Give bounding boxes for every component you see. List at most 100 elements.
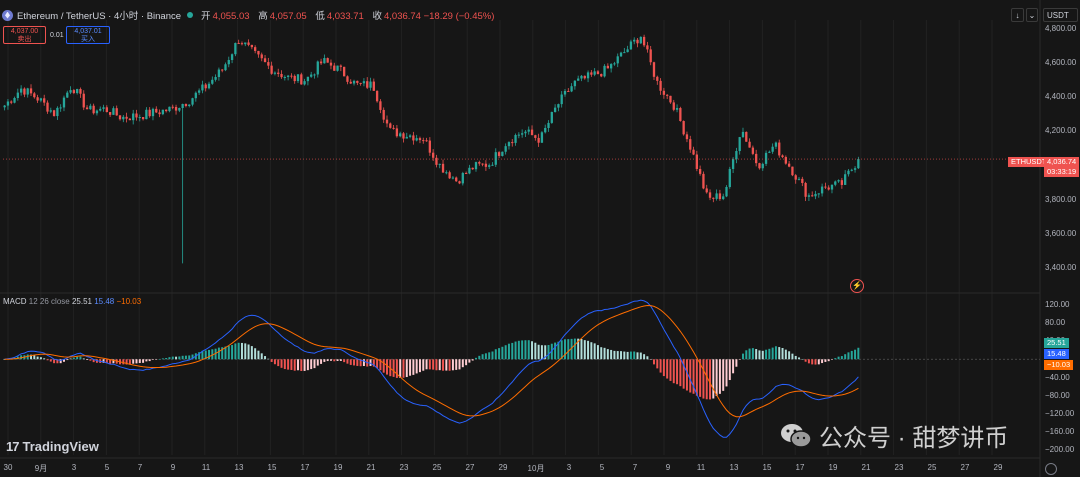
- candle-body: [188, 104, 191, 107]
- candle-body: [329, 62, 333, 66]
- candle-body: [240, 43, 244, 45]
- chevron-down-icon[interactable]: ⌄: [1026, 8, 1038, 22]
- candle-body: [850, 169, 853, 171]
- candle-body: [346, 76, 349, 82]
- candle-body: [194, 92, 197, 99]
- candle-body: [669, 95, 672, 103]
- candle-body: [375, 90, 379, 102]
- candle-body: [801, 178, 804, 183]
- candle-body: [52, 110, 56, 117]
- candle-body: [784, 157, 787, 164]
- macd-histogram-bar: [633, 351, 636, 360]
- candle-body: [606, 65, 609, 69]
- macd-histogram-bar: [346, 359, 349, 364]
- wechat-account-text: 公众号 · 甜梦讲币: [819, 425, 1009, 452]
- macd-histogram-bar: [184, 355, 187, 360]
- macd-histogram-bar: [735, 359, 738, 367]
- macd-histogram-bar: [567, 339, 570, 360]
- macd-histogram-bar: [699, 359, 702, 397]
- macd-histogram-bar: [376, 359, 379, 369]
- candle-body: [583, 75, 586, 79]
- macd-histogram-bar: [211, 349, 214, 360]
- macd-axis-label: 120.00: [1045, 299, 1070, 309]
- candle-body: [13, 98, 16, 103]
- candle-body: [666, 94, 669, 96]
- candle-body: [79, 88, 82, 94]
- sell-button[interactable]: 4,037.00 卖出: [3, 26, 46, 44]
- macd-histogram-bar: [39, 357, 42, 360]
- candle-body: [128, 118, 132, 121]
- macd-histogram-bar: [128, 359, 131, 365]
- macd-histogram-bar: [369, 359, 372, 366]
- candle-body: [639, 36, 642, 44]
- candle-body: [435, 157, 438, 165]
- macd-histogram-bar: [705, 359, 708, 400]
- time-axis-label: 21: [366, 463, 376, 472]
- market-status-icon[interactable]: [187, 12, 194, 18]
- macd-histogram-bar: [234, 343, 237, 360]
- symbol-title[interactable]: Ethereum / TetherUS · 4小时 · Binance: [17, 11, 182, 22]
- candle-body: [557, 104, 560, 108]
- candle-body: [494, 152, 497, 165]
- candle-body: [586, 72, 590, 79]
- candle-body: [507, 142, 511, 147]
- macd-histogram-bar: [409, 359, 412, 376]
- macd-histogram-bar: [830, 359, 833, 360]
- candle-body: [761, 163, 764, 169]
- candle-body: [570, 86, 573, 92]
- macd-histogram-bar: [768, 348, 771, 360]
- candle-body: [6, 101, 10, 106]
- macd-histogram-bar: [728, 359, 731, 381]
- macd-histogram-bar: [761, 350, 764, 360]
- macd-line: [4, 299, 859, 438]
- macd-histogram-bar: [333, 359, 336, 362]
- macd-histogram-bar: [811, 359, 814, 365]
- time-axis-label: 17: [300, 463, 310, 472]
- macd-histogram-bar: [755, 349, 758, 360]
- download-icon[interactable]: ↓: [1011, 8, 1024, 22]
- time-axis-label: 23: [894, 463, 904, 472]
- candle-body: [514, 135, 517, 143]
- macd-histogram-bar: [392, 359, 395, 377]
- macd-legend[interactable]: MACD 12 26 close 25.51 15.48 −10.03: [3, 297, 141, 306]
- currency-select[interactable]: USDT: [1043, 8, 1078, 22]
- signal-line-tag: −10.03: [1044, 360, 1074, 370]
- macd-histogram-bar: [461, 359, 464, 368]
- settings-gear-icon[interactable]: [1045, 463, 1057, 475]
- macd-histogram-bar: [161, 358, 164, 360]
- macd-histogram-bar: [748, 348, 751, 360]
- candle-body: [679, 108, 682, 122]
- buy-button[interactable]: 4,037.01 买入: [66, 26, 110, 44]
- candle-body: [623, 52, 626, 54]
- lightning-event-icon[interactable]: ⚡: [850, 279, 864, 293]
- candle-body: [405, 136, 408, 139]
- candle-body: [191, 98, 194, 105]
- macd-histogram-bar: [36, 356, 39, 360]
- macd-histogram-bar: [662, 359, 665, 377]
- candle-body: [702, 173, 705, 189]
- macd-histogram-bar: [475, 357, 477, 360]
- candle-body: [178, 108, 181, 111]
- macd-hist-value: 25.51: [71, 297, 92, 306]
- candle-body: [758, 163, 761, 169]
- candle-body: [270, 65, 273, 74]
- candle-body: [36, 97, 39, 101]
- macd-histogram-bar: [412, 359, 415, 375]
- macd-histogram-bar: [636, 352, 639, 360]
- macd-histogram-bar: [656, 359, 659, 369]
- macd-histogram-bar: [402, 359, 405, 378]
- macd-histogram-bar: [531, 341, 534, 360]
- candle-body: [725, 186, 728, 197]
- candle-body: [112, 108, 115, 115]
- candle-body: [735, 151, 738, 160]
- candle-body: [728, 168, 731, 187]
- macd-histogram-bar: [488, 352, 491, 360]
- candle-body: [339, 65, 343, 67]
- macd-histogram-bar: [290, 359, 293, 370]
- macd-histogram-bar: [362, 359, 365, 367]
- candle-body: [682, 121, 685, 135]
- macd-histogram-bar: [105, 359, 108, 364]
- macd-histogram-bar: [623, 351, 626, 360]
- tradingview-watermark: 17 TradingView: [6, 439, 99, 454]
